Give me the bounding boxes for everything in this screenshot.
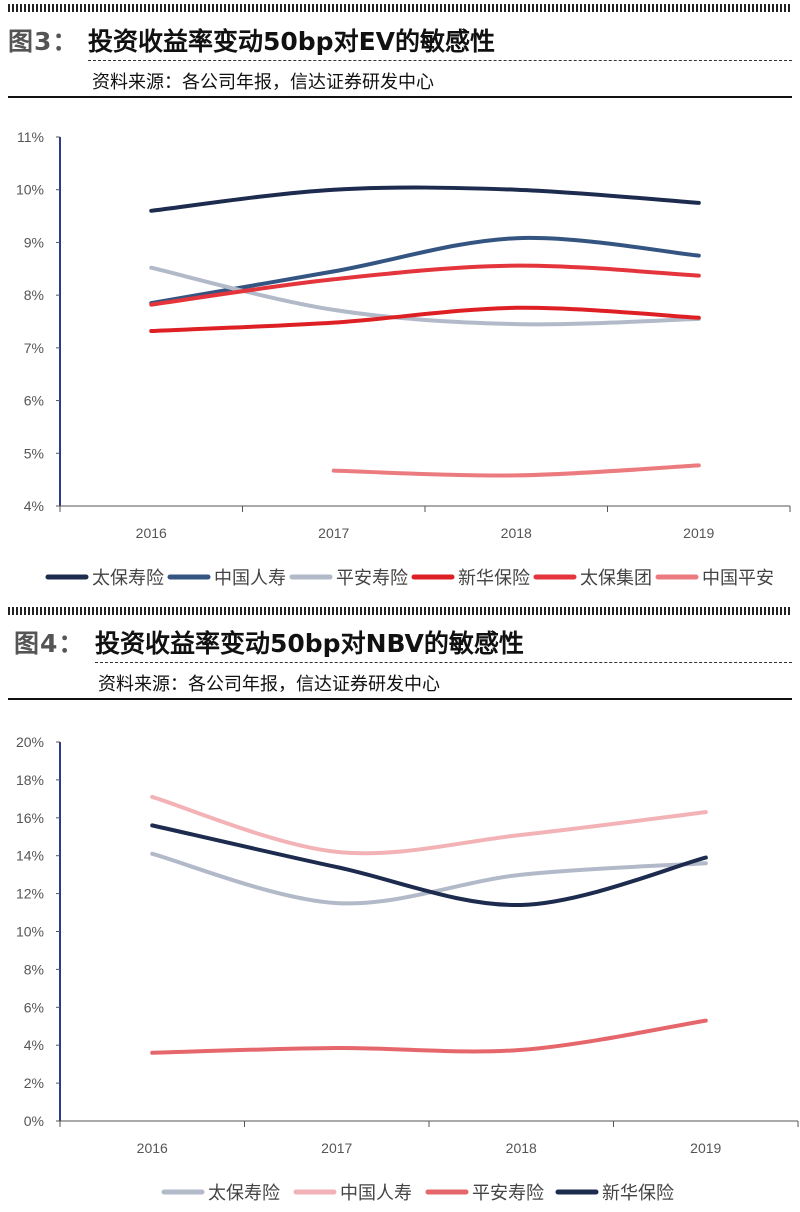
figure3-title: 投资收益率变动50bp对EV的敏感性 <box>88 27 496 56</box>
ev-chart-series-line-6 <box>331 463 701 478</box>
nbv-chart-y-tick-label: 12% <box>16 886 44 902</box>
nbv-chart-y-tick-label: 10% <box>16 924 44 940</box>
nbv-chart-y-tick-label: 8% <box>24 961 44 977</box>
nbv-chart-series-line-2 <box>150 794 708 856</box>
ev-chart-legend-label: 太保寿险 <box>92 568 164 588</box>
nbv-sensitivity-chart: 0% 2% 4% 6% 8% 10% 12% 14% 16% 18% 20% 2016 2017 2018… <box>16 734 799 1203</box>
ev-chart-x-tick-label: 2018 <box>501 525 532 541</box>
ev-chart-series-line-5 <box>149 263 701 307</box>
figure4-title: 投资收益率变动50bp对NBV的敏感性 <box>95 629 524 658</box>
nbv-chart-series-line-4 <box>150 823 708 908</box>
figure3-source: 资料来源：各公司年报，信达证券研发中心 <box>92 72 434 93</box>
figure3-header-rule <box>8 96 792 98</box>
ev-chart-x-tick-label: 2016 <box>136 525 167 541</box>
ev-chart-y-tick-label: 4% <box>24 498 44 514</box>
ev-chart-y-tick-label: 5% <box>24 445 44 461</box>
nbv-chart-y-tick-label: 2% <box>24 1075 44 1091</box>
nbv-chart-legend-label: 新华保险 <box>602 1183 674 1203</box>
ev-chart-series-line-4 <box>149 305 701 333</box>
ev-chart-x-tick-label: 2017 <box>318 525 349 541</box>
top-dotted-rule <box>8 4 792 12</box>
ev-chart-legend-label: 中国平安 <box>702 568 774 588</box>
nbv-chart-y-tick-label: 16% <box>16 810 44 826</box>
ev-chart-legend-label: 太保集团 <box>580 568 652 588</box>
nbv-chart-y-tick-label: 6% <box>24 999 44 1015</box>
nbv-chart-x-tick-label: 2018 <box>506 1140 537 1156</box>
figure3-label: 图3： <box>8 27 79 56</box>
nbv-chart-x-tick-label: 2016 <box>137 1140 168 1156</box>
figure4-label: 图4： <box>14 629 85 658</box>
ev-chart-legend-label: 中国人寿 <box>214 568 286 588</box>
ev-chart-series-line-1 <box>149 185 701 213</box>
nbv-chart-legend-label: 平安寿险 <box>472 1183 544 1203</box>
ev-chart-y-tick-label: 7% <box>24 340 44 356</box>
ev-chart-legend-label: 新华保险 <box>458 568 530 588</box>
ev-chart-legend-label: 平安寿险 <box>336 568 408 588</box>
ev-chart-y-tick-label: 11% <box>17 129 44 145</box>
figure4-source: 资料来源：各公司年报，信达证券研发中心 <box>98 674 440 695</box>
ev-chart-y-tick-label: 6% <box>24 393 44 409</box>
nbv-chart-series-line-1 <box>150 851 708 906</box>
nbv-chart-y-tick-label: 0% <box>24 1113 44 1129</box>
middle-dotted-rule <box>8 607 792 615</box>
ev-chart-series-line-3 <box>149 265 701 327</box>
nbv-chart-series-line-3 <box>150 1018 708 1055</box>
nbv-chart-x-tick-label: 2017 <box>321 1140 352 1156</box>
figure4-title-underline <box>95 662 792 663</box>
ev-sensitivity-chart: 4% 5% 6% 7% 8% 9% 10% 11% 2016 2017 2018 2019 太保寿险 中国… <box>16 129 791 588</box>
nbv-chart-legend-label: 中国人寿 <box>340 1183 412 1203</box>
ev-chart-y-tick-label: 10% <box>16 182 44 198</box>
nbv-chart-y-tick-label: 4% <box>24 1037 44 1053</box>
ev-chart-y-tick-label: 8% <box>24 287 44 303</box>
figure3-title-underline <box>88 60 792 61</box>
ev-chart-x-tick-label: 2019 <box>683 525 714 541</box>
nbv-chart-y-tick-label: 18% <box>16 772 44 788</box>
figure4-header-rule <box>8 698 792 700</box>
nbv-chart-y-tick-label: 20% <box>16 734 44 750</box>
nbv-chart-x-tick-label: 2019 <box>690 1140 721 1156</box>
nbv-chart-y-tick-label: 14% <box>16 848 44 864</box>
ev-chart-y-tick-label: 9% <box>24 234 44 250</box>
nbv-chart-legend-label: 太保寿险 <box>208 1183 280 1203</box>
